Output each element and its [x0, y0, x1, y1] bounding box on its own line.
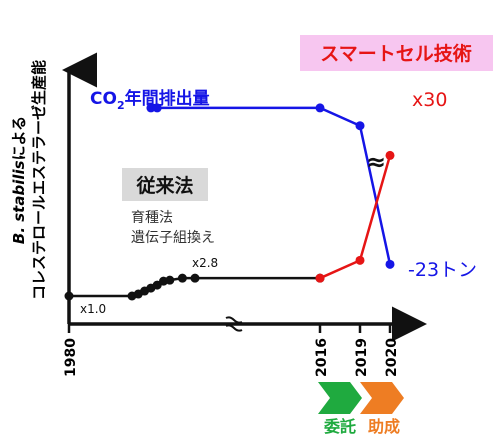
series-1-point-7 — [165, 275, 175, 285]
series-0-point-4 — [385, 259, 395, 269]
series-0-point-3 — [355, 121, 365, 131]
smartcell-end-label: x30 — [412, 89, 447, 111]
co2-label-subscript: 2 — [117, 99, 125, 112]
series-2-point-0 — [315, 273, 325, 283]
series-break-symbol: ≈ — [366, 148, 386, 176]
chevron-orange-icon — [360, 382, 404, 414]
y-axis-label-line2: コレステロールエステラーゼ生産能 — [30, 60, 48, 300]
conventional-start-label: x1.0 — [80, 302, 106, 316]
y-axis-label-line1: B. stabilisによる — [10, 116, 28, 244]
smartcell-legend-title: スマートセル技術 — [320, 42, 471, 65]
series-2 — [315, 150, 395, 283]
y-axis-label-species: B. stabilis — [10, 160, 28, 244]
co2-end-label: -23トン — [408, 259, 477, 281]
arrow-label-commission: 委託 — [323, 417, 356, 436]
series-1-point-8 — [177, 273, 187, 283]
co2-label-suffix: 年間排出量 — [125, 88, 210, 109]
series-1 — [64, 273, 325, 301]
series-2-point-2 — [385, 150, 395, 160]
conventional-method-1: 育種法 — [131, 210, 173, 226]
conventional-box-title: 従来法 — [135, 174, 193, 197]
series-0 — [146, 103, 395, 269]
chevron-green-icon — [318, 382, 362, 414]
arrow-label-subsidy: 助成 — [368, 417, 400, 436]
conventional-mid-label: x2.8 — [192, 256, 218, 270]
co2-label-prefix: CO — [90, 89, 117, 109]
conventional-box — [122, 168, 208, 201]
x-axis-break-icon — [225, 316, 243, 332]
series-0-point-0 — [146, 103, 156, 113]
x-tick-label-1980: 1980 — [63, 338, 79, 377]
co2-series-label: CO2年間排出量 — [90, 88, 210, 112]
smartcell-legend-box — [300, 35, 493, 71]
series-0-point-1 — [152, 103, 162, 113]
series-0-point-2 — [315, 103, 325, 113]
x-tick-label-2019: 2019 — [354, 338, 370, 377]
y-axis-label-suffix: による — [10, 116, 28, 161]
series-2-point-1 — [355, 255, 365, 265]
x-tick-label-2020: 2020 — [384, 338, 400, 377]
conventional-method-2: 遺伝子組換え — [131, 230, 215, 246]
x-tick-label-2016: 2016 — [314, 338, 330, 377]
series-1-point-0 — [64, 291, 74, 301]
series-1-point-9 — [190, 273, 200, 283]
